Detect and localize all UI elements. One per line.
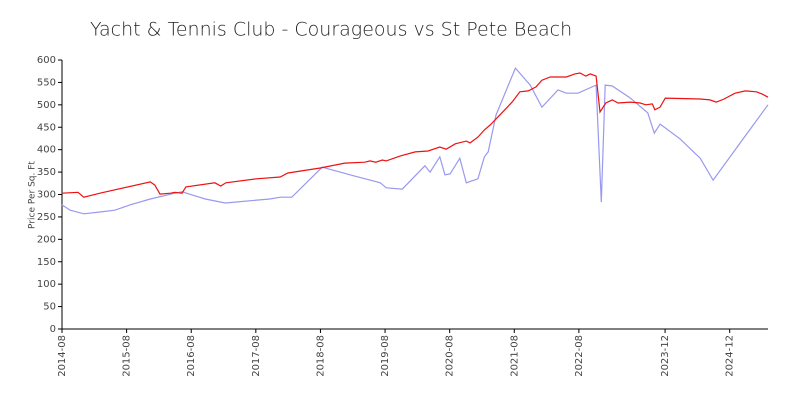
y-axis-label: Price Per Sq. Ft xyxy=(28,161,38,229)
series-line xyxy=(61,72,769,198)
chart-title: Yacht & Tennis Club - Courageous vs St P… xyxy=(90,19,572,41)
x-tick-label: 2014-08 xyxy=(57,335,68,377)
x-tick-label: 2024-12 xyxy=(725,335,736,377)
y-tick-label: 200 xyxy=(37,234,56,245)
x-tick-label: 2023-12 xyxy=(660,335,671,377)
y-tick-label: 350 xyxy=(37,167,56,178)
x-tick-label: 2019-08 xyxy=(380,335,391,377)
y-tick-label: 0 xyxy=(50,324,56,335)
y-tick-label: 600 xyxy=(37,55,56,66)
y-tick-label: 500 xyxy=(37,100,56,111)
y-tick-label: 50 xyxy=(43,302,56,313)
x-tick-label: 2018-08 xyxy=(315,335,326,377)
y-tick-label: 300 xyxy=(37,190,56,201)
series-line xyxy=(61,66,769,215)
y-tick-label: 400 xyxy=(37,145,56,156)
x-tick-label: 2015-08 xyxy=(122,335,133,377)
x-tick-label: 2021-08 xyxy=(509,335,520,377)
x-tick-label: 2016-08 xyxy=(186,335,197,377)
x-tick-label: 2017-08 xyxy=(251,335,262,377)
y-tick-label: 100 xyxy=(37,279,56,290)
y-tick-label: 250 xyxy=(37,212,56,223)
x-tick-label: 2022-08 xyxy=(574,335,585,377)
y-tick-label: 450 xyxy=(37,122,56,133)
y-tick-label: 150 xyxy=(37,257,56,268)
y-tick-label: 550 xyxy=(37,77,56,88)
x-tick-label: 2020-08 xyxy=(445,335,456,377)
